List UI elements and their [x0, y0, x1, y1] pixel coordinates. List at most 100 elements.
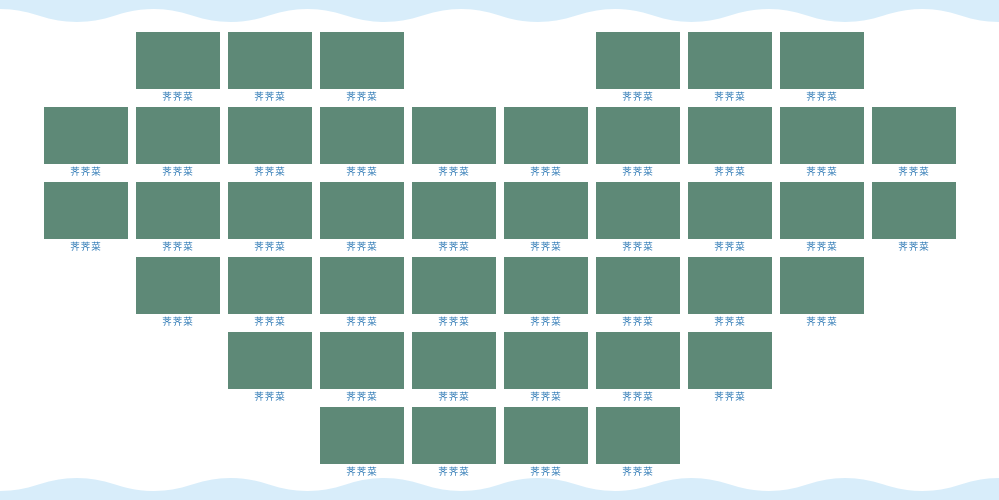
photo-item[interactable]: 荠荠菜: [596, 407, 680, 478]
photo-item[interactable]: 荠荠菜: [320, 32, 404, 103]
photo-item[interactable]: 荠荠菜: [320, 257, 404, 328]
plant-photo[interactable]: [412, 407, 496, 464]
plant-photo[interactable]: [136, 257, 220, 314]
photo-caption-link[interactable]: 荠荠菜: [346, 92, 378, 103]
photo-caption-link[interactable]: 荠荠菜: [70, 242, 102, 253]
photo-caption-link[interactable]: 荠荠菜: [162, 317, 194, 328]
plant-photo[interactable]: [596, 257, 680, 314]
plant-photo[interactable]: [412, 257, 496, 314]
photo-caption-link[interactable]: 荠荠菜: [622, 242, 654, 253]
photo-item[interactable]: 荠荠菜: [688, 332, 772, 403]
photo-caption-link[interactable]: 荠荠菜: [70, 167, 102, 178]
photo-item[interactable]: 荠荠菜: [596, 32, 680, 103]
photo-caption-link[interactable]: 荠荠菜: [714, 392, 746, 403]
photo-caption-link[interactable]: 荠荠菜: [530, 317, 562, 328]
plant-photo[interactable]: [228, 107, 312, 164]
photo-item[interactable]: 荠荠菜: [136, 182, 220, 253]
plant-photo[interactable]: [688, 32, 772, 89]
plant-photo[interactable]: [136, 182, 220, 239]
photo-caption-link[interactable]: 荠荠菜: [622, 167, 654, 178]
plant-photo[interactable]: [44, 107, 128, 164]
photo-item[interactable]: 荠荠菜: [504, 182, 588, 253]
plant-photo[interactable]: [412, 182, 496, 239]
photo-caption-link[interactable]: 荠荠菜: [346, 167, 378, 178]
photo-caption-link[interactable]: 荠荠菜: [346, 242, 378, 253]
photo-caption-link[interactable]: 荠荠菜: [714, 317, 746, 328]
photo-caption-link[interactable]: 荠荠菜: [346, 317, 378, 328]
photo-caption-link[interactable]: 荠荠菜: [254, 242, 286, 253]
photo-item[interactable]: 荠荠菜: [136, 107, 220, 178]
photo-item[interactable]: 荠荠菜: [596, 107, 680, 178]
plant-photo[interactable]: [596, 107, 680, 164]
photo-item[interactable]: 荠荠菜: [44, 107, 128, 178]
photo-item[interactable]: 荠荠菜: [320, 332, 404, 403]
photo-item[interactable]: 荠荠菜: [412, 107, 496, 178]
plant-photo[interactable]: [136, 32, 220, 89]
photo-item[interactable]: 荠荠菜: [320, 182, 404, 253]
photo-item[interactable]: 荠荠菜: [228, 257, 312, 328]
photo-item[interactable]: 荠荠菜: [688, 107, 772, 178]
plant-photo[interactable]: [320, 107, 404, 164]
photo-caption-link[interactable]: 荠荠菜: [254, 167, 286, 178]
photo-caption-link[interactable]: 荠荠菜: [530, 167, 562, 178]
plant-photo[interactable]: [872, 107, 956, 164]
plant-photo[interactable]: [228, 257, 312, 314]
plant-photo[interactable]: [504, 257, 588, 314]
plant-photo[interactable]: [780, 107, 864, 164]
photo-caption-link[interactable]: 荠荠菜: [898, 242, 930, 253]
photo-item[interactable]: 荠荠菜: [504, 257, 588, 328]
photo-item[interactable]: 荠荠菜: [504, 107, 588, 178]
photo-item[interactable]: 荠荠菜: [228, 182, 312, 253]
photo-caption-link[interactable]: 荠荠菜: [806, 92, 838, 103]
photo-item[interactable]: 荠荠菜: [136, 32, 220, 103]
photo-item[interactable]: 荠荠菜: [780, 182, 864, 253]
plant-photo[interactable]: [688, 107, 772, 164]
photo-item[interactable]: 荠荠菜: [596, 182, 680, 253]
photo-item[interactable]: 荠荠菜: [872, 107, 956, 178]
plant-photo[interactable]: [780, 257, 864, 314]
plant-photo[interactable]: [504, 332, 588, 389]
photo-caption-link[interactable]: 荠荠菜: [622, 467, 654, 478]
photo-item[interactable]: 荠荠菜: [412, 182, 496, 253]
photo-caption-link[interactable]: 荠荠菜: [438, 167, 470, 178]
photo-item[interactable]: 荠荠菜: [780, 107, 864, 178]
photo-item[interactable]: 荠荠菜: [596, 332, 680, 403]
photo-item[interactable]: 荠荠菜: [320, 407, 404, 478]
plant-photo[interactable]: [688, 182, 772, 239]
photo-item[interactable]: 荠荠菜: [688, 182, 772, 253]
plant-photo[interactable]: [596, 332, 680, 389]
photo-item[interactable]: 荠荠菜: [412, 257, 496, 328]
photo-caption-link[interactable]: 荠荠菜: [714, 167, 746, 178]
plant-photo[interactable]: [504, 407, 588, 464]
photo-caption-link[interactable]: 荠荠菜: [162, 92, 194, 103]
plant-photo[interactable]: [136, 107, 220, 164]
plant-photo[interactable]: [596, 182, 680, 239]
plant-photo[interactable]: [780, 182, 864, 239]
plant-photo[interactable]: [320, 257, 404, 314]
photo-caption-link[interactable]: 荠荠菜: [622, 92, 654, 103]
photo-item[interactable]: 荠荠菜: [228, 32, 312, 103]
plant-photo[interactable]: [504, 182, 588, 239]
plant-photo[interactable]: [44, 182, 128, 239]
plant-photo[interactable]: [228, 332, 312, 389]
plant-photo[interactable]: [596, 32, 680, 89]
photo-caption-link[interactable]: 荠荠菜: [530, 467, 562, 478]
photo-caption-link[interactable]: 荠荠菜: [346, 467, 378, 478]
photo-caption-link[interactable]: 荠荠菜: [438, 392, 470, 403]
photo-item[interactable]: 荠荠菜: [596, 257, 680, 328]
photo-item[interactable]: 荠荠菜: [320, 107, 404, 178]
photo-caption-link[interactable]: 荠荠菜: [162, 167, 194, 178]
plant-photo[interactable]: [780, 32, 864, 89]
plant-photo[interactable]: [320, 407, 404, 464]
photo-item[interactable]: 荠荠菜: [412, 332, 496, 403]
plant-photo[interactable]: [320, 332, 404, 389]
photo-caption-link[interactable]: 荠荠菜: [254, 92, 286, 103]
photo-caption-link[interactable]: 荠荠菜: [806, 317, 838, 328]
photo-caption-link[interactable]: 荠荠菜: [622, 392, 654, 403]
photo-caption-link[interactable]: 荠荠菜: [530, 392, 562, 403]
photo-caption-link[interactable]: 荠荠菜: [806, 242, 838, 253]
photo-item[interactable]: 荠荠菜: [688, 257, 772, 328]
photo-item[interactable]: 荠荠菜: [228, 107, 312, 178]
photo-caption-link[interactable]: 荠荠菜: [898, 167, 930, 178]
photo-caption-link[interactable]: 荠荠菜: [438, 467, 470, 478]
